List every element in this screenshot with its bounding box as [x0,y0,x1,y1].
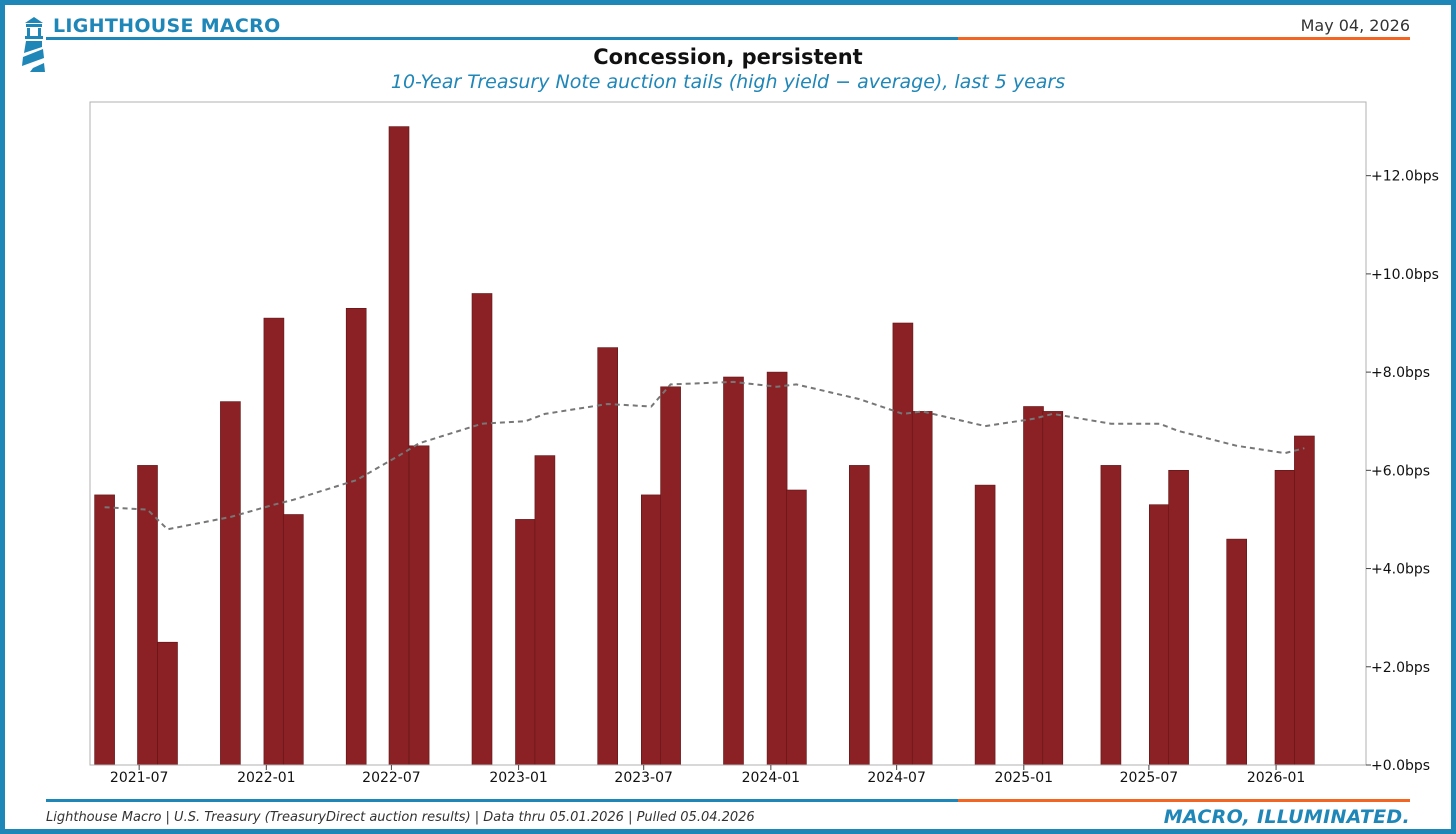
bar-2022-02-09 [282,514,304,766]
bar-2026-01-14 [1274,469,1296,766]
bar-2021-05-12 [94,494,115,766]
lighthouse-logo-icon [22,17,45,72]
header-rule-blue [46,37,958,40]
y-tick-label: +8.0bps [1371,365,1430,381]
y-tick-label: +6.0bps [1371,463,1430,479]
average-line [104,380,1305,531]
bar-2024-05-08 [848,465,870,766]
bar-2024-11-06 [974,484,996,766]
x-tick-label: 2025-07 [1120,770,1179,786]
bar-2021-11-10 [220,401,241,766]
bar-2022-01-12 [263,317,285,766]
bar-2025-01-15 [1023,406,1044,766]
bar-2022-05-11 [345,307,367,766]
x-tick-label: 2026-01 [1247,770,1306,786]
bar-2026-02-11 [1294,435,1315,766]
x-tick-label: 2023-07 [614,770,673,786]
x-tick-label: 2023-01 [489,770,548,786]
x-axis: 2021-07 2022-01 2022-07 2023-01 2023-07 2024-… [110,765,1305,786]
bar-2025-07-16 [1149,504,1170,766]
bar-2023-07-12 [640,494,662,766]
bar-2024-08-07 [911,411,933,766]
y-tick-label: +12.0bps [1371,169,1439,185]
y-tick-label: +10.0bps [1371,267,1439,283]
footer-rule-orange [958,799,1410,802]
bar-2022-08-10 [408,445,430,766]
bar-2024-01-10 [766,371,788,766]
bar-2023-01-11 [515,519,536,766]
bar-2021-08-11 [157,641,178,766]
y-tick-label: +2.0bps [1371,660,1430,676]
x-tick-label: 2025-01 [995,770,1054,786]
x-tick-label: 2022-01 [237,770,296,786]
bar-2023-02-08 [534,455,556,766]
bar-2025-05-07 [1100,465,1122,766]
bar-2022-11-09 [471,293,493,766]
average-line-layer [104,380,1305,531]
bar-2024-07-10 [892,322,914,766]
header-rule-orange [958,37,1410,40]
bar-2021-07-13 [137,465,158,766]
x-tick-label: 2024-01 [742,770,801,786]
plot-border [89,101,1367,766]
bar-2023-05-10 [597,347,619,766]
bar-2023-08-09 [660,386,681,766]
bar-2025-08-13 [1168,469,1189,766]
x-tick-label: 2024-07 [867,770,926,786]
bar-2022-07-12 [388,126,410,766]
brand-name: LIGHTHOUSE MACRO [53,15,281,37]
chart-title: Concession, persistent [593,45,863,69]
y-axis: +0.0bps +2.0bps +4.0bps +6.0bps +8.0bps +10.0… [1366,169,1439,774]
chart-subtitle: 10-Year Treasury Note auction tails (hig… [390,71,1066,93]
bar-2025-11-05 [1226,538,1247,766]
bars-layer [94,126,1315,766]
footer-rule-blue [46,799,958,802]
bar-2025-02-12 [1042,411,1064,766]
source-note: Lighthouse Macro | U.S. Treasury (Treasu… [46,810,755,825]
bar-2023-11-08 [723,376,744,766]
x-tick-label: 2021-07 [110,770,169,786]
report-date: May 04, 2026 [1300,16,1410,35]
bar-2024-02-07 [786,489,807,766]
x-tick-label: 2022-07 [362,770,421,786]
y-tick-label: +0.0bps [1371,758,1430,774]
tagline: MACRO, ILLUMINATED. [1163,806,1410,828]
y-tick-label: +4.0bps [1371,562,1430,578]
